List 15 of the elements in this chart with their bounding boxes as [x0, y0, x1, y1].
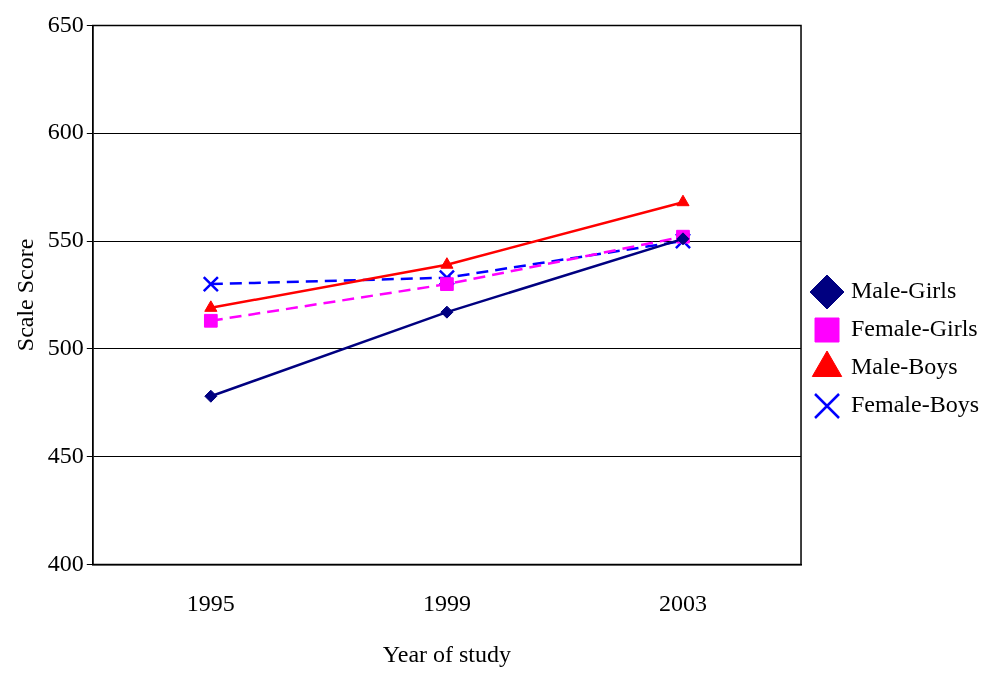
legend-label: Male-Boys [851, 353, 958, 380]
legend-label: Female-Girls [851, 315, 978, 342]
x-tick-label: 2003 [658, 590, 707, 617]
legend-label: Male-Girls [851, 277, 957, 304]
y-axis-title: Scale Score [11, 238, 38, 352]
y-tick-label: 400 [47, 549, 84, 576]
y-tick-label: 450 [47, 441, 84, 468]
x-axis-title: Year of study [382, 640, 512, 667]
y-tick-label: 650 [47, 10, 84, 37]
y-tick-label: 550 [47, 226, 84, 253]
y-tick-label: 500 [47, 334, 84, 361]
x-tick-label: 1995 [186, 590, 235, 617]
y-tick-label: 600 [47, 118, 84, 145]
x-tick-label: 1999 [422, 590, 471, 617]
legend-label: Female-Boys [851, 391, 979, 418]
